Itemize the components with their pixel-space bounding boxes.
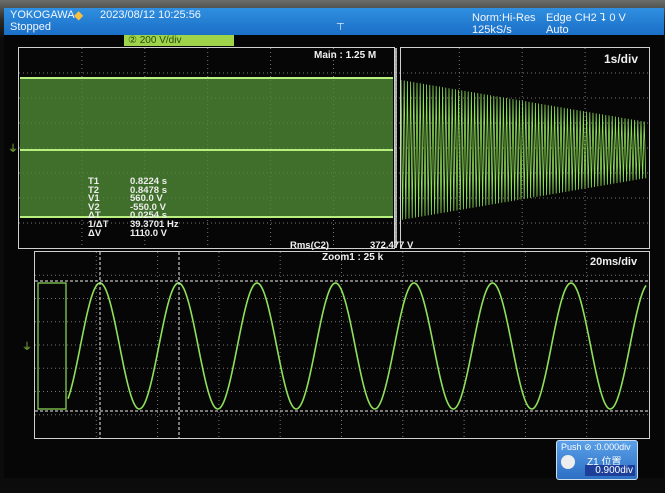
measurement-row: V1 560.0 V	[88, 193, 179, 205]
measurement-key: T2	[88, 184, 100, 196]
measurement-value: 39.3701 Hz	[130, 218, 179, 230]
measurement-key: ΔT	[88, 210, 101, 222]
measurement-key: T1	[88, 176, 100, 187]
measurement-value: -550.0 V	[130, 201, 166, 213]
trigger-position-icon: ⊤	[336, 22, 345, 33]
run-status: Stopped	[10, 21, 51, 33]
measurement-key: V2	[88, 201, 100, 213]
channel2-scale[interactable]: ② 200 V/div	[124, 35, 234, 46]
main-waveform-decay	[400, 79, 647, 220]
measurement-key: ΔV	[88, 227, 102, 239]
measurement-row: 1/ΔT 39.3701 Hz	[88, 218, 179, 230]
measurement-value: 0.0254 s	[130, 210, 167, 222]
measurement-value: 0.8224 s	[130, 176, 167, 187]
zoom-record-length: Zoom1 : 25 k	[322, 252, 384, 263]
position-value[interactable]: 0.900div	[585, 465, 635, 476]
cursor-measurements: T1 0.8224 s T2 0.8478 s V1 560.0 V V2 -550.0…	[88, 176, 179, 239]
zoom-waveform-startup	[37, 282, 67, 410]
measurement-key: 1/ΔT	[88, 218, 109, 230]
diamond-icon: ◆	[74, 8, 84, 22]
measurement-row: T2 0.8478 s	[88, 184, 179, 196]
main-timebase: 1s/div	[604, 52, 639, 66]
rms-label: Rms(C2)	[290, 240, 330, 251]
zoom-timebase: 20ms/div	[590, 256, 638, 268]
main-window-left	[18, 47, 395, 249]
brand-logo: YOKOGAWA	[10, 9, 75, 21]
reset-hint: Push ⊘ :0.000div	[561, 442, 631, 452]
knob-icon	[561, 455, 575, 469]
ground-marker-icon: ⏚	[8, 144, 18, 155]
rms-value: 372.477 V	[370, 240, 414, 251]
trigger-mode: Auto	[546, 24, 569, 36]
main-window-right	[400, 47, 650, 249]
position-title: Z1 位置	[587, 457, 622, 468]
position-dialog[interactable]: Push ⊘ :0.000div Z1 位置 0.900div	[556, 440, 638, 480]
status-bar: YOKOGAWA ◆ 2023/08/12 10:25:56 Stopped ⊤…	[4, 8, 664, 36]
zoom-window	[34, 251, 650, 439]
sample-rate: 125kS/s	[472, 24, 512, 36]
ground-marker-icon: ⏚	[22, 342, 32, 353]
measurement-row: T1 0.8224 s	[88, 176, 179, 187]
zoom-waveform	[67, 282, 647, 410]
main-waveform-band	[20, 78, 393, 218]
measurement-value: 560.0 V	[130, 193, 163, 205]
datetime: 2023/08/12 10:25:56	[100, 9, 201, 21]
measurement-value: 0.8478 s	[130, 184, 167, 196]
main-record-length: Main : 1.25 M	[314, 50, 377, 61]
acquisition-mode: Norm:Hi-Res	[472, 12, 536, 24]
measurement-row: V2 -550.0 V	[88, 201, 179, 213]
measurement-row: ΔV 1110.0 V	[88, 227, 179, 239]
measurement-row: ΔT 0.0254 s	[88, 210, 179, 222]
trigger-setting: Edge CH2 ⮧ 0 V	[546, 12, 626, 24]
measurement-key: V1	[88, 193, 100, 205]
measurement-value: 1110.0 V	[130, 227, 167, 239]
